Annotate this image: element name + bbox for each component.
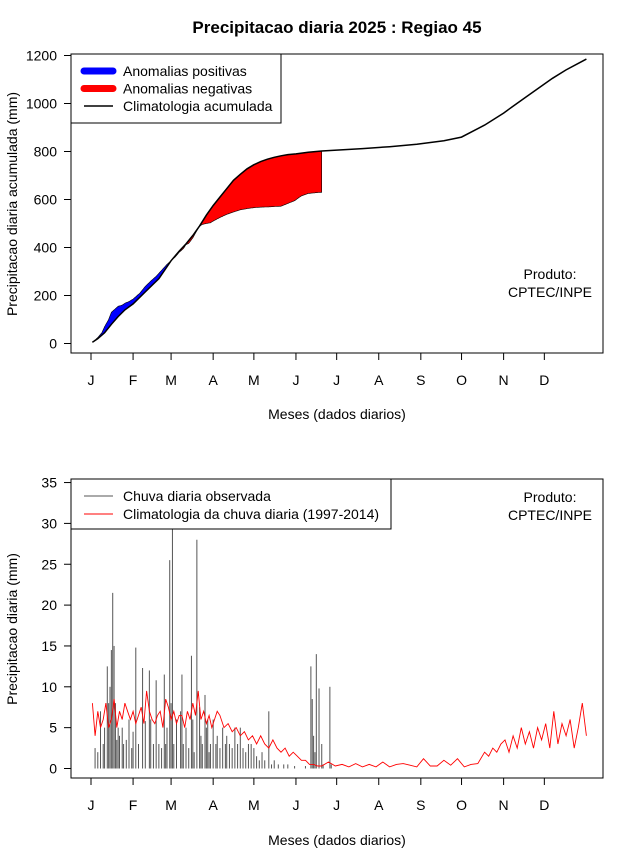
- legend: Chuva diaria observada Climatologia da ch…: [70, 478, 392, 530]
- y-axis-label: Precipitacao diaria (mm): [4, 553, 20, 705]
- y-tick-label: 20: [41, 597, 57, 613]
- positive-anomaly-area: [92, 259, 173, 343]
- x-tick-label: J: [292, 372, 299, 388]
- climatology-daily-line: [91, 690, 587, 768]
- x-tick-label: O: [456, 372, 467, 388]
- x-tick-label: A: [374, 797, 384, 813]
- x-tick-label: M: [248, 797, 260, 813]
- legend-label: Chuva diaria observada: [123, 488, 271, 504]
- y-tick-label: 10: [41, 679, 57, 695]
- x-tick-label: J: [333, 372, 340, 388]
- y-tick-label: 25: [41, 556, 57, 572]
- y-tick-label: 600: [34, 192, 58, 208]
- x-tick-label: J: [88, 797, 95, 813]
- x-tick-label: S: [416, 372, 425, 388]
- y-tick-label: 1200: [26, 48, 57, 64]
- x-tick-label: O: [456, 797, 467, 813]
- y-tick-label: 35: [41, 475, 57, 491]
- x-tick-label: S: [416, 797, 425, 813]
- accumulated-chart: 0 200 400 600 800 1000 1200 J F M A M J J A S O N D Meses…: [4, 48, 604, 422]
- x-tick-label: M: [165, 372, 177, 388]
- y-axis: 0 200 400 600 800 1000 1200: [26, 48, 71, 352]
- x-tick-label: F: [129, 797, 138, 813]
- x-tick-label: N: [499, 797, 509, 813]
- legend-box: [70, 478, 392, 530]
- main-title: Precipitacao diaria 2025 : Regiao 45: [192, 18, 481, 37]
- y-tick-label: 5: [49, 720, 57, 736]
- x-axis-label: Meses (dados diarios): [268, 832, 406, 848]
- annotation-cptec: CPTEC/INPE: [508, 507, 592, 523]
- legend-label: Anomalias positivas: [123, 63, 247, 79]
- y-tick-label: 30: [41, 515, 57, 531]
- y-axis: 0 5 10 15 20 25 30 35: [41, 475, 71, 777]
- daily-chart: 0 5 10 15 20 25 30 35 J F M A M J J A S O N D Meses (dados…: [4, 475, 604, 848]
- x-tick-label: F: [129, 372, 138, 388]
- y-tick-label: 0: [49, 336, 57, 352]
- x-tick-label: M: [248, 372, 260, 388]
- annotation-produto: Produto:: [524, 489, 577, 505]
- y-tick-label: 200: [34, 288, 58, 304]
- anomaly-areas: [92, 150, 323, 343]
- x-tick-label: M: [165, 797, 177, 813]
- x-tick-label: J: [292, 797, 299, 813]
- x-tick-label: J: [333, 797, 340, 813]
- y-tick-label: 0: [49, 761, 57, 777]
- observed-daily-bars: [94, 527, 332, 769]
- x-tick-label: D: [539, 372, 549, 388]
- y-tick-label: 15: [41, 638, 57, 654]
- legend: Anomalias positivas Anomalias negativasCl…: [70, 53, 282, 124]
- x-tick-label: A: [374, 372, 384, 388]
- x-tick-label: N: [499, 372, 509, 388]
- climatology-accumulated-line: [91, 58, 587, 343]
- x-tick-label: A: [208, 372, 218, 388]
- y-tick-label: 800: [34, 144, 58, 160]
- negative-anomaly-area: [171, 150, 323, 261]
- x-tick-label: J: [88, 372, 95, 388]
- legend-label: Anomalias negativas: [123, 81, 252, 97]
- y-axis-label: Precipitacao diaria acumulada (mm): [4, 92, 20, 316]
- y-tick-label: 1000: [26, 96, 57, 112]
- legend-label: Climatologia da chuva diaria (1997-2014): [123, 506, 379, 522]
- x-tick-label: A: [208, 797, 218, 813]
- annotation-produto: Produto:: [524, 266, 577, 282]
- annotation-cptec: CPTEC/INPE: [508, 284, 592, 300]
- x-tick-label: D: [539, 797, 549, 813]
- legend-label: Climatologia acumulada: [123, 98, 273, 114]
- x-axis-label: Meses (dados diarios): [268, 406, 406, 422]
- y-tick-label: 400: [34, 240, 58, 256]
